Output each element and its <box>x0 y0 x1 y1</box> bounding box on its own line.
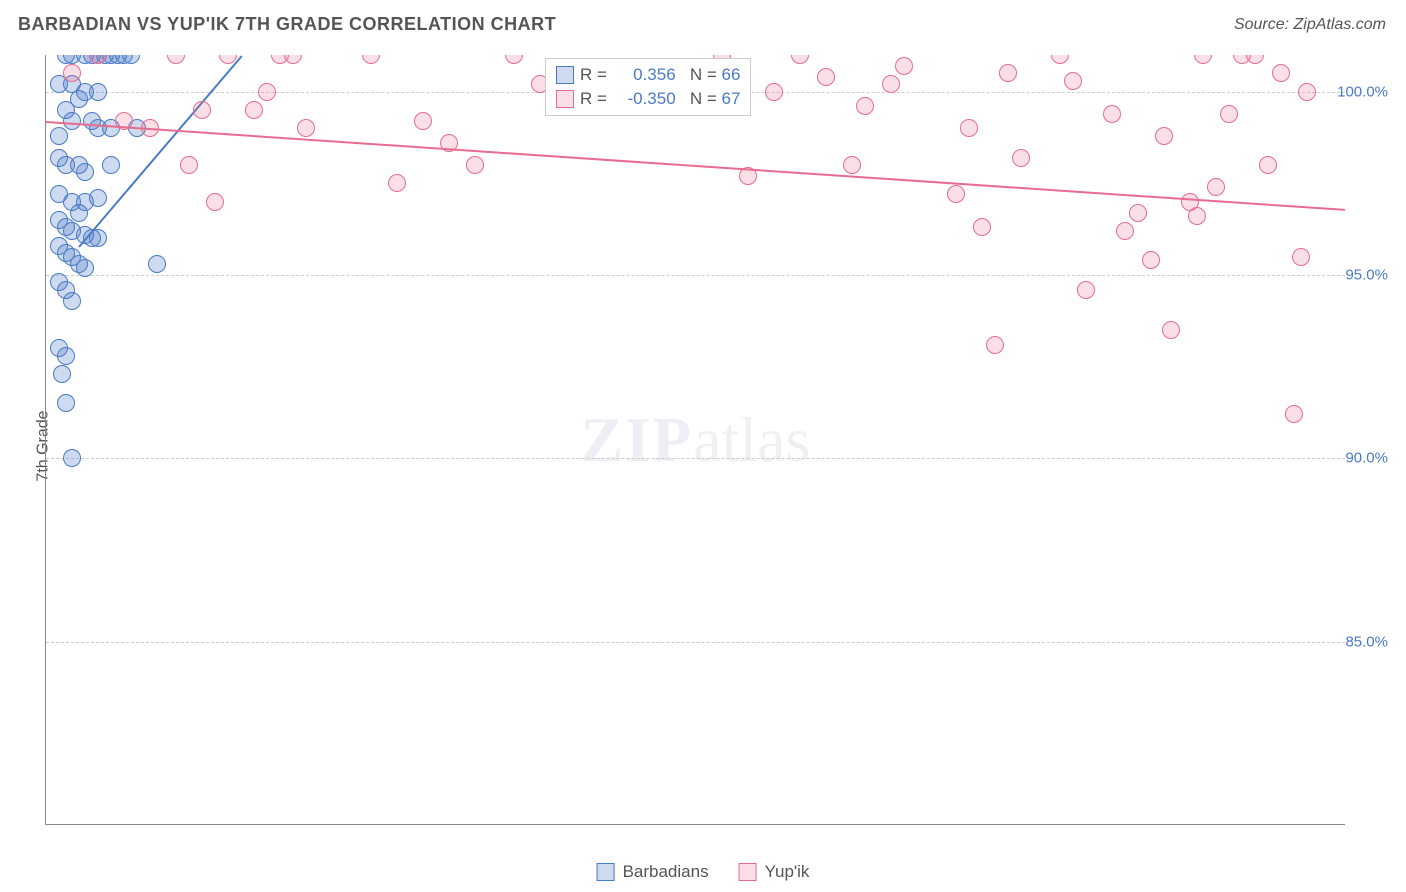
scatter-point <box>1162 321 1180 339</box>
legend-item-yupik: Yup'ik <box>739 862 810 882</box>
plot-area: ZIPatlas <box>45 55 1345 825</box>
legend-top: R = 0.356 N = 66 R = -0.350 N = 67 <box>545 58 751 116</box>
scatter-point <box>167 55 185 64</box>
scatter-point <box>89 83 107 101</box>
x-tick <box>1086 824 1087 825</box>
chart-title: BARBADIAN VS YUP'IK 7TH GRADE CORRELATIO… <box>18 14 556 35</box>
scatter-point <box>1292 248 1310 266</box>
scatter-point <box>180 156 198 174</box>
scatter-point <box>1285 405 1303 423</box>
scatter-point <box>1298 83 1316 101</box>
scatter-point <box>1103 105 1121 123</box>
scatter-point <box>1155 127 1173 145</box>
scatter-point <box>89 189 107 207</box>
scatter-point <box>148 255 166 273</box>
scatter-point <box>258 83 276 101</box>
scatter-point <box>245 101 263 119</box>
scatter-point <box>895 57 913 75</box>
scatter-point <box>1142 251 1160 269</box>
scatter-point <box>102 156 120 174</box>
scatter-point <box>1129 204 1147 222</box>
scatter-point <box>297 119 315 137</box>
swatch-yupik <box>739 863 757 881</box>
scatter-point <box>986 336 1004 354</box>
scatter-point <box>1188 207 1206 225</box>
x-tick <box>306 824 307 825</box>
scatter-point <box>284 55 302 64</box>
scatter-point <box>882 75 900 93</box>
swatch-barbadians <box>597 863 615 881</box>
scatter-point <box>999 64 1017 82</box>
gridline <box>46 275 1345 276</box>
y-tick-label: 90.0% <box>1345 450 1388 467</box>
scatter-point <box>1064 72 1082 90</box>
swatch-icon <box>556 66 574 84</box>
scatter-point <box>388 174 406 192</box>
scatter-point <box>973 218 991 236</box>
scatter-point <box>1194 55 1212 64</box>
scatter-point <box>70 204 88 222</box>
scatter-point <box>765 83 783 101</box>
scatter-point <box>1116 222 1134 240</box>
y-tick-label: 95.0% <box>1345 267 1388 284</box>
gridline <box>46 642 1345 643</box>
scatter-point <box>414 112 432 130</box>
scatter-point <box>856 97 874 115</box>
scatter-point <box>947 185 965 203</box>
scatter-point <box>63 449 81 467</box>
scatter-point <box>50 127 68 145</box>
swatch-icon <box>556 90 574 108</box>
watermark: ZIPatlas <box>581 403 811 477</box>
scatter-point <box>505 55 523 64</box>
scatter-point <box>1077 281 1095 299</box>
scatter-point <box>1246 55 1264 64</box>
scatter-point <box>466 156 484 174</box>
scatter-point <box>53 365 71 383</box>
legend-row: R = 0.356 N = 66 <box>556 63 740 87</box>
scatter-point <box>791 55 809 64</box>
scatter-point <box>57 394 75 412</box>
scatter-point <box>206 193 224 211</box>
legend-label: Yup'ik <box>765 862 810 882</box>
scatter-point <box>1220 105 1238 123</box>
x-tick <box>566 824 567 825</box>
source-label: Source: ZipAtlas.com <box>1234 16 1386 34</box>
scatter-point <box>817 68 835 86</box>
scatter-point <box>843 156 861 174</box>
legend-item-barbadians: Barbadians <box>597 862 709 882</box>
scatter-point <box>76 163 94 181</box>
trend-line <box>46 121 1345 211</box>
scatter-point <box>362 55 380 64</box>
y-tick-label: 85.0% <box>1345 633 1388 650</box>
x-tick <box>826 824 827 825</box>
legend-bottom: Barbadians Yup'ik <box>597 862 810 882</box>
gridline <box>46 458 1345 459</box>
scatter-point <box>1207 178 1225 196</box>
scatter-point <box>63 64 81 82</box>
scatter-point <box>193 101 211 119</box>
scatter-point <box>76 259 94 277</box>
legend-label: Barbadians <box>623 862 709 882</box>
scatter-point <box>63 292 81 310</box>
x-tick <box>46 824 47 825</box>
scatter-point <box>1051 55 1069 64</box>
scatter-point <box>1259 156 1277 174</box>
legend-stat: R = 0.356 N = 66 <box>580 65 740 85</box>
scatter-point <box>1272 64 1290 82</box>
scatter-point <box>960 119 978 137</box>
chart-container: BARBADIAN VS YUP'IK 7TH GRADE CORRELATIO… <box>0 0 1406 892</box>
scatter-point <box>57 347 75 365</box>
scatter-point <box>63 112 81 130</box>
legend-row: R = -0.350 N = 67 <box>556 87 740 111</box>
scatter-point <box>1012 149 1030 167</box>
y-tick-label: 100.0% <box>1337 83 1388 100</box>
legend-stat: R = -0.350 N = 67 <box>580 89 740 109</box>
